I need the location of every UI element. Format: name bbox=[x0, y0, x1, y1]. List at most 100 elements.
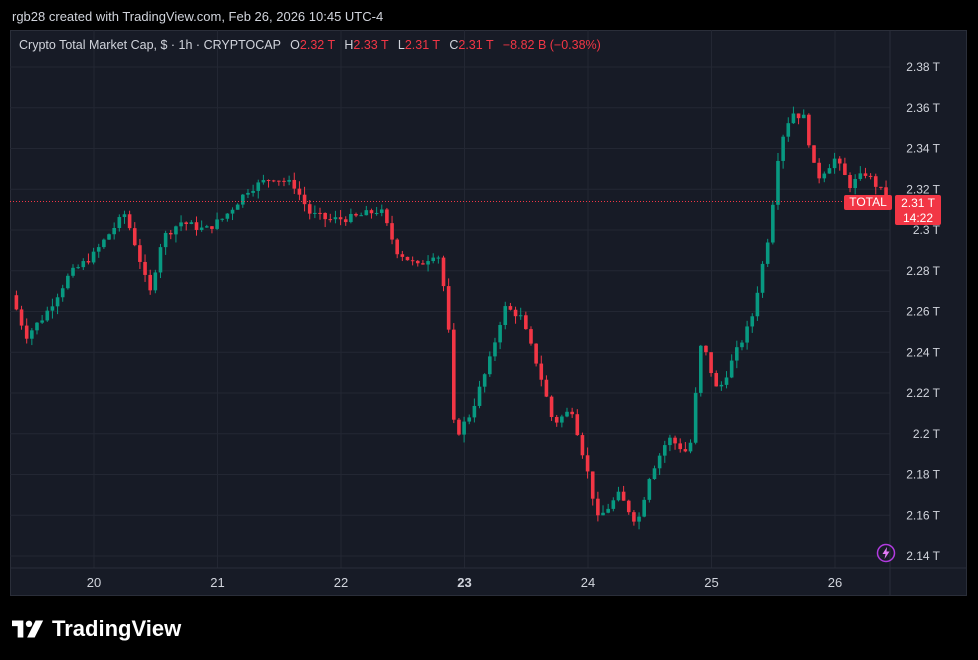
x-tick-label: 25 bbox=[704, 575, 718, 590]
candle-body bbox=[153, 272, 158, 291]
candle-body bbox=[102, 239, 106, 248]
ohlc-legend: Crypto Total Market Cap, $ · 1h · CRYPTO… bbox=[19, 38, 601, 52]
candle-body bbox=[127, 214, 132, 229]
candle-body bbox=[91, 251, 96, 263]
candle-body bbox=[513, 309, 518, 317]
candle-body bbox=[884, 187, 888, 199]
candle-body bbox=[745, 326, 749, 343]
x-tick-label: 20 bbox=[87, 575, 101, 590]
candlestick-chart[interactable]: 2.14 T 2.16 T 2.18 T 2.2 T 2.22 T 2.24 T 2.26 … bbox=[10, 30, 967, 596]
candle-body bbox=[683, 449, 688, 452]
candle-body bbox=[585, 455, 590, 472]
candle-body bbox=[451, 329, 456, 420]
lightning-icon[interactable] bbox=[876, 543, 896, 563]
candle-body bbox=[24, 325, 29, 339]
y-tick-label: 2.2 T bbox=[913, 427, 941, 441]
candle-body bbox=[704, 345, 708, 353]
candle-body bbox=[35, 322, 39, 331]
candle-body bbox=[457, 419, 461, 435]
candle-body bbox=[426, 261, 430, 265]
candle-body bbox=[14, 295, 19, 310]
candle-body bbox=[210, 226, 214, 229]
candle-body bbox=[827, 168, 832, 174]
candle-body bbox=[560, 416, 564, 423]
candle-body bbox=[328, 219, 333, 221]
candle-body bbox=[168, 232, 173, 235]
candle-body bbox=[225, 213, 230, 219]
candle-body bbox=[709, 352, 713, 374]
candle-body bbox=[66, 275, 70, 289]
candle-body bbox=[575, 414, 580, 436]
candle-body bbox=[693, 392, 698, 443]
legend-close-label: C bbox=[449, 38, 459, 52]
y-tick-label: 2.34 T bbox=[906, 142, 940, 156]
candle-body bbox=[580, 435, 585, 456]
candle-body bbox=[539, 363, 544, 380]
candle-body bbox=[179, 222, 183, 227]
candle-body bbox=[81, 261, 86, 268]
candle-body bbox=[60, 288, 65, 298]
candle-body bbox=[791, 113, 796, 124]
candle-body bbox=[76, 267, 80, 269]
tradingview-logo[interactable]: TradingView bbox=[12, 616, 181, 642]
candle-body bbox=[611, 500, 616, 509]
candle-body bbox=[801, 114, 806, 119]
candle-body bbox=[19, 309, 24, 326]
last-price-tag: 2.31 T 14:22 bbox=[895, 195, 941, 225]
candle-body bbox=[261, 180, 266, 183]
candle-body bbox=[812, 145, 816, 163]
candle-body bbox=[138, 245, 142, 262]
candle-body bbox=[606, 508, 610, 513]
candle-body bbox=[297, 188, 302, 195]
y-tick-label: 2.3 T bbox=[913, 223, 941, 237]
y-tick-label: 2.38 T bbox=[906, 60, 940, 74]
candle-body bbox=[184, 222, 189, 225]
candle-body bbox=[755, 292, 760, 317]
candle-body bbox=[220, 218, 225, 220]
candle-body bbox=[642, 499, 646, 517]
candle-body bbox=[740, 342, 744, 348]
candle-body bbox=[215, 219, 219, 229]
last-price-value: 2.31 T bbox=[901, 196, 935, 210]
candle-body bbox=[817, 162, 821, 179]
brand-name: TradingView bbox=[52, 616, 182, 641]
candle-body bbox=[637, 516, 641, 522]
candle-body bbox=[343, 219, 348, 223]
candle-body bbox=[524, 315, 528, 330]
candle-body bbox=[796, 113, 801, 119]
legend-low-value: 2.31 T bbox=[404, 38, 440, 52]
y-tick-label: 2.18 T bbox=[906, 468, 940, 482]
candle-body bbox=[163, 232, 168, 248]
candle-body bbox=[277, 180, 281, 182]
candle-body bbox=[45, 310, 50, 321]
candle-body bbox=[189, 222, 194, 225]
y-tick-label: 2.28 T bbox=[906, 264, 940, 278]
tradingview-logo-icon bbox=[12, 620, 44, 638]
y-tick-label: 2.14 T bbox=[906, 549, 940, 563]
candle-body bbox=[282, 180, 286, 182]
candle-body bbox=[369, 210, 374, 214]
candle-body bbox=[807, 114, 811, 146]
candle-body bbox=[843, 163, 847, 175]
candle-body bbox=[174, 226, 178, 235]
candle-body bbox=[292, 179, 297, 189]
candle-body bbox=[673, 437, 677, 444]
candle-body bbox=[632, 512, 636, 522]
candle-body bbox=[307, 204, 312, 214]
candle-body bbox=[385, 209, 389, 224]
candle-body bbox=[230, 209, 235, 214]
candle-body bbox=[400, 254, 405, 257]
candle-body bbox=[621, 491, 626, 501]
y-tick-label: 2.32 T bbox=[906, 182, 940, 196]
candle-body bbox=[488, 356, 492, 375]
candle-body bbox=[822, 173, 827, 179]
candle-body bbox=[395, 239, 399, 255]
candle-body bbox=[318, 212, 322, 214]
candle-body bbox=[848, 174, 852, 189]
candle-body bbox=[570, 411, 574, 415]
legend-high-value: 2.33 T bbox=[353, 38, 389, 52]
candle-body bbox=[122, 214, 127, 218]
candle-body bbox=[287, 179, 291, 182]
candle-body bbox=[446, 286, 451, 330]
x-tick-label: 26 bbox=[828, 575, 842, 590]
